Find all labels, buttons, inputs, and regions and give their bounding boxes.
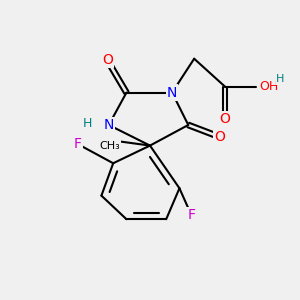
- Text: O: O: [102, 53, 113, 67]
- Text: OH: OH: [259, 80, 278, 93]
- Text: F: F: [187, 208, 195, 222]
- Text: N: N: [167, 85, 177, 100]
- Text: F: F: [74, 137, 82, 151]
- Text: H: H: [83, 117, 92, 130]
- Text: N: N: [103, 118, 114, 132]
- Text: O: O: [214, 130, 225, 144]
- Text: O: O: [220, 112, 230, 126]
- Text: H: H: [276, 74, 284, 84]
- Text: CH₃: CH₃: [100, 141, 121, 151]
